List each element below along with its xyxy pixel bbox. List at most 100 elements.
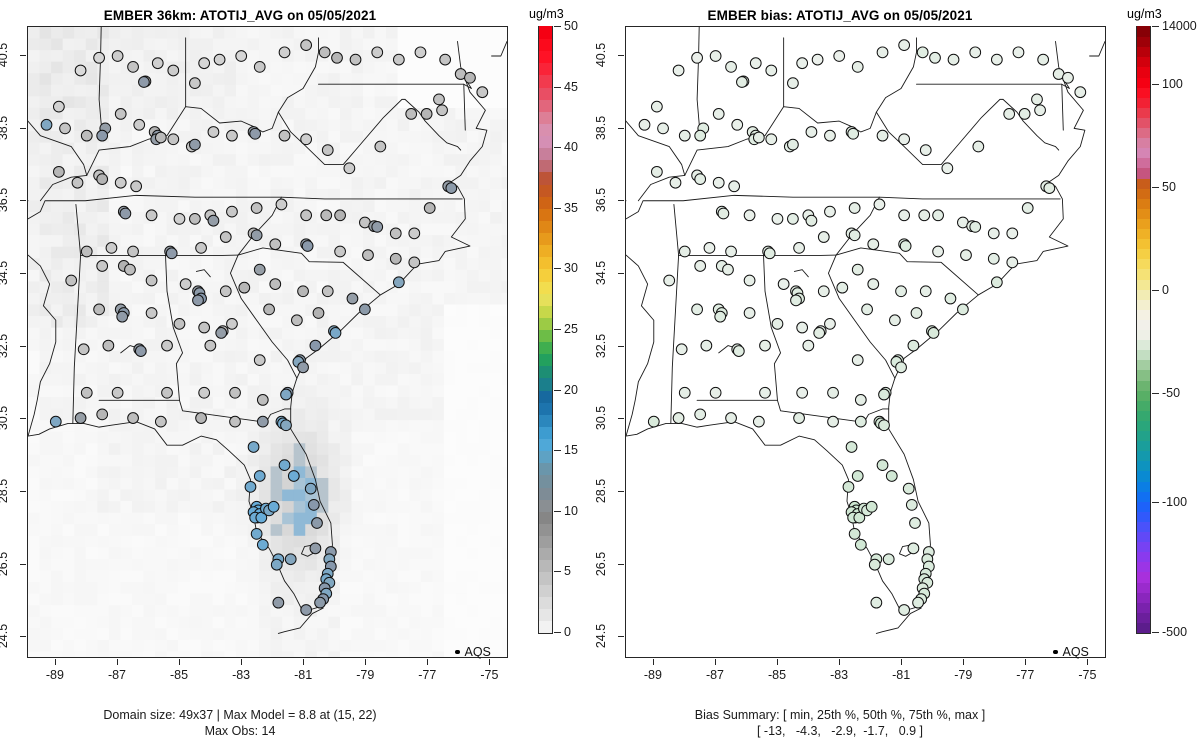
aqs-site-marker: [907, 339, 920, 352]
grid-cell: [247, 582, 260, 595]
grid-cell: [420, 651, 433, 657]
map-plot-model[interactable]: [27, 26, 508, 658]
grid-cell: [282, 27, 295, 40]
grid-cell: [178, 258, 191, 271]
grid-cell: [224, 477, 237, 491]
grid-cell: [178, 177, 191, 190]
grid-cell: [85, 38, 98, 51]
colorbar-tick: [554, 510, 561, 512]
grid-cell: [420, 408, 433, 421]
grid-cell: [108, 84, 121, 97]
colorbar-segment: [1137, 521, 1150, 532]
grid-cell: [155, 304, 168, 317]
aqs-site-marker: [238, 281, 251, 294]
grid-cell: [85, 350, 98, 363]
aqs-site-marker: [145, 274, 158, 287]
boundary-line: [1061, 80, 1070, 131]
grid-cell: [328, 258, 341, 271]
grid-cell: [189, 431, 202, 444]
aqs-site-marker: [811, 53, 824, 66]
boundary-line: [195, 269, 211, 278]
grid-cell: [166, 489, 179, 502]
grid-cell: [247, 362, 260, 375]
grid-cell: [305, 200, 318, 213]
grid-cell: [316, 316, 329, 329]
grid-cell: [282, 512, 295, 525]
grid-cell: [374, 177, 387, 190]
aqs-monitor-points-model[interactable]: [28, 27, 507, 657]
grid-cell: [247, 281, 260, 294]
colorbar-tick-label: -100: [1162, 494, 1188, 509]
grid-cell: [328, 605, 341, 618]
grid-cell: [455, 593, 468, 606]
grid-cell: [363, 119, 376, 132]
grid-cell: [420, 316, 433, 329]
grid-cell: [420, 339, 433, 352]
aqs-monitor-points-bias[interactable]: [626, 27, 1105, 657]
grid-cell: [120, 27, 133, 40]
aqs-site-marker: [359, 303, 371, 316]
x-tick: [901, 659, 903, 665]
grid-cell: [432, 154, 445, 167]
grid-cell: [247, 373, 260, 386]
grid-cell: [339, 188, 352, 201]
aqs-site-marker: [990, 276, 1003, 289]
grid-cell: [316, 397, 329, 410]
aqs-site-marker: [307, 499, 320, 511]
grid-cell: [420, 535, 433, 548]
aqs-site-marker: [312, 307, 325, 319]
boundary-line: [875, 607, 922, 634]
grid-cell: [501, 605, 507, 618]
grid-cell: [397, 373, 410, 386]
grid-cell: [108, 616, 121, 629]
grid-cell: [501, 177, 507, 190]
grid-cell: [293, 304, 306, 317]
grid-cell: [143, 154, 156, 167]
aqs-site-marker: [96, 408, 109, 421]
grid-cell: [178, 489, 191, 502]
grid-cell: [478, 223, 491, 236]
aqs-site-marker: [423, 202, 436, 214]
grid-cell: [501, 350, 507, 363]
grid-cell: [443, 327, 456, 340]
boundary-line: [670, 255, 680, 424]
colorbar-tick-label: 50: [564, 19, 578, 33]
grid-cell: [270, 628, 283, 641]
grid-cell: [235, 165, 248, 178]
aqs-site-marker: [725, 245, 737, 258]
grid-cell: [39, 397, 52, 410]
grid-cell: [339, 362, 352, 375]
grid-cell: [466, 420, 480, 433]
grid-cell: [501, 154, 507, 167]
grid-cell: [455, 142, 468, 155]
grid-cell: [386, 639, 399, 652]
colorbar-segment: [539, 329, 552, 343]
grid-cell: [62, 142, 75, 155]
grid-cell: [235, 350, 248, 363]
grid-cell: [108, 420, 121, 433]
grid-cell: [282, 582, 295, 595]
grid-cell: [178, 235, 191, 248]
grid-cell: [466, 605, 480, 618]
colorbar-model-strip: [538, 26, 553, 634]
map-plot-bias[interactable]: [625, 26, 1106, 658]
grid-cell: [316, 466, 329, 479]
grid-cell: [120, 477, 133, 491]
grid-cell: [131, 154, 145, 167]
grid-cell: [189, 582, 202, 595]
grid-cell: [490, 258, 503, 271]
grid-cell: [155, 235, 168, 248]
aqs-site-marker: [694, 408, 707, 421]
aqs-site-marker: [854, 415, 867, 428]
grid-cell: [466, 628, 480, 641]
colorbar-segment: [1137, 177, 1150, 189]
grid-cell: [143, 327, 156, 340]
grid-cell: [443, 200, 456, 213]
grid-cell: [501, 339, 507, 352]
grid-cell: [490, 362, 503, 375]
grid-cell: [166, 628, 179, 641]
aqs-site-marker: [198, 386, 211, 399]
grid-cell: [339, 327, 352, 340]
boundary-line: [1002, 98, 1060, 151]
x-tick: [839, 659, 841, 665]
